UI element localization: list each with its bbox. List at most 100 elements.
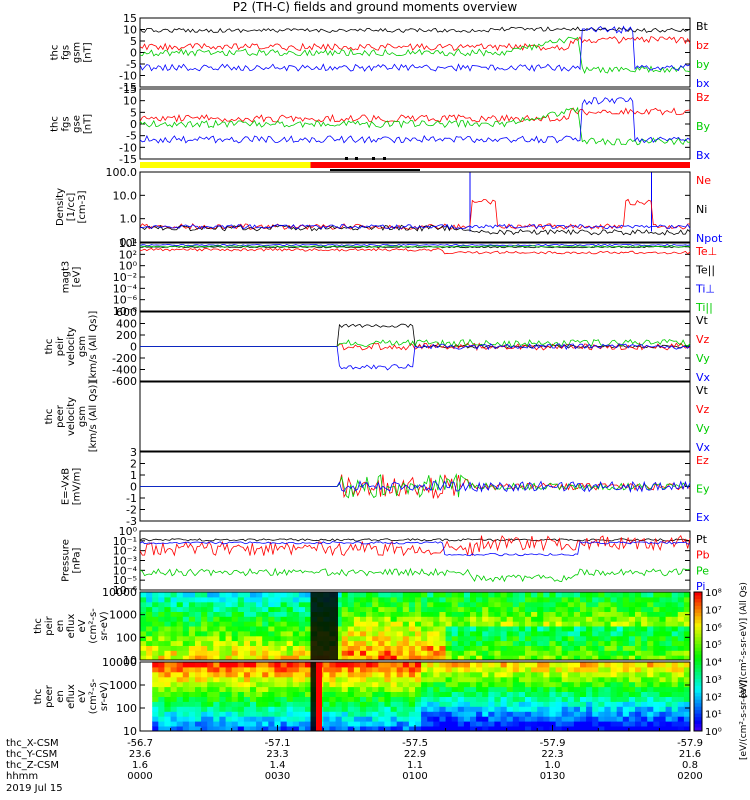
spec-cell — [500, 676, 508, 683]
spec-cell — [463, 721, 471, 727]
spec-cell — [671, 655, 679, 661]
colorbar-cell — [694, 692, 702, 697]
spec-cell — [671, 701, 679, 707]
spec-cell — [182, 726, 190, 732]
spec-cell — [518, 655, 526, 661]
ephemeris-value: -57.1 — [265, 738, 291, 749]
spec-cell — [604, 606, 611, 612]
spec-cell — [445, 691, 453, 697]
legend-Vx: Vx — [696, 441, 711, 454]
spec-cell — [286, 711, 294, 717]
spec-cell — [665, 626, 673, 632]
spec-cell — [225, 662, 233, 668]
spec-cell — [158, 645, 165, 651]
spec-cell — [561, 681, 569, 688]
spec-cell — [463, 662, 471, 668]
spec-cell — [207, 711, 214, 717]
spec-cell — [335, 711, 343, 717]
spec-cell — [292, 621, 300, 627]
spec-cell — [506, 616, 514, 622]
spec-cell — [280, 592, 288, 598]
spec-cell — [659, 616, 666, 622]
spec-cell — [262, 592, 269, 598]
spec-cell — [188, 686, 196, 692]
spec-cell — [665, 696, 673, 702]
spec-cell — [677, 601, 685, 608]
spec-cell — [347, 596, 355, 603]
spec-cell — [470, 671, 477, 678]
spec-cell — [378, 601, 385, 608]
spec-cell — [439, 706, 446, 712]
spec-cell — [396, 655, 404, 661]
spec-cell — [408, 616, 416, 622]
spec-cell — [402, 601, 410, 608]
spec-cell — [176, 611, 184, 617]
spec-cell — [243, 606, 251, 612]
spec-cell — [335, 611, 343, 617]
spec-cell — [225, 640, 233, 646]
spec-cell — [225, 666, 233, 673]
spec-cell — [329, 716, 336, 722]
spec-cell — [421, 630, 428, 637]
spec-cell — [494, 621, 501, 627]
spec-cell — [427, 616, 434, 622]
spec-cell — [592, 645, 599, 651]
spec-cell — [598, 592, 605, 598]
spec-cell — [231, 711, 239, 717]
spec-cell — [525, 650, 532, 656]
spec-cell — [476, 706, 483, 712]
spec-cell — [152, 626, 159, 632]
spec-cell — [421, 606, 428, 612]
spec-cell — [512, 676, 520, 683]
spec-cell — [408, 601, 416, 608]
spec-cell — [219, 606, 226, 612]
spec-cell — [604, 706, 611, 712]
spec-cell — [378, 691, 385, 697]
spec-cell — [347, 716, 355, 722]
spec-cell — [347, 592, 355, 598]
spec-cell — [573, 601, 581, 608]
spec-cell — [567, 592, 575, 598]
spec-cell — [512, 635, 520, 642]
spec-cell — [641, 645, 648, 651]
spec-cell — [219, 592, 226, 598]
spec-cell — [463, 716, 471, 722]
spec-cell — [256, 640, 263, 646]
spec-cell — [341, 592, 349, 598]
spec-cell — [415, 696, 422, 702]
spec-cell — [390, 601, 398, 608]
legend-Ne: Ne — [696, 174, 711, 187]
spec-cell — [384, 706, 391, 712]
y-axis-label: thc peer velocity gsm [km/s (All Qs)] — [44, 381, 99, 453]
spec-cell — [274, 655, 281, 661]
spec-cell — [604, 662, 611, 668]
spec-cell — [641, 626, 648, 632]
spec-cell — [482, 621, 489, 627]
spec-cell — [262, 701, 269, 707]
spec-cell — [494, 611, 501, 617]
spec-cell — [506, 650, 514, 656]
spec-cell — [641, 611, 648, 617]
spec-cell — [158, 696, 165, 702]
spec-cell — [518, 691, 526, 697]
spec-cell — [280, 655, 288, 661]
spec-cell — [201, 626, 208, 632]
spec-cell — [140, 596, 147, 603]
spec-cell — [451, 606, 459, 612]
spec-cell — [231, 616, 239, 622]
spec-cell — [586, 721, 593, 727]
spec-cell — [402, 621, 410, 627]
legend-Bt: Bt — [696, 20, 709, 33]
spec-cell — [543, 721, 550, 727]
spec-cell — [292, 655, 300, 661]
spec-cell — [360, 650, 367, 656]
spec-cell — [573, 655, 581, 661]
spec-cell — [152, 726, 159, 732]
spec-cell — [549, 621, 556, 627]
spec-cell — [341, 662, 349, 668]
spec-cell — [555, 640, 563, 646]
y-axis-label-line: Density — [55, 188, 66, 226]
spec-cell — [360, 611, 367, 617]
spec-cell — [494, 721, 501, 727]
spec-cell — [347, 666, 355, 673]
